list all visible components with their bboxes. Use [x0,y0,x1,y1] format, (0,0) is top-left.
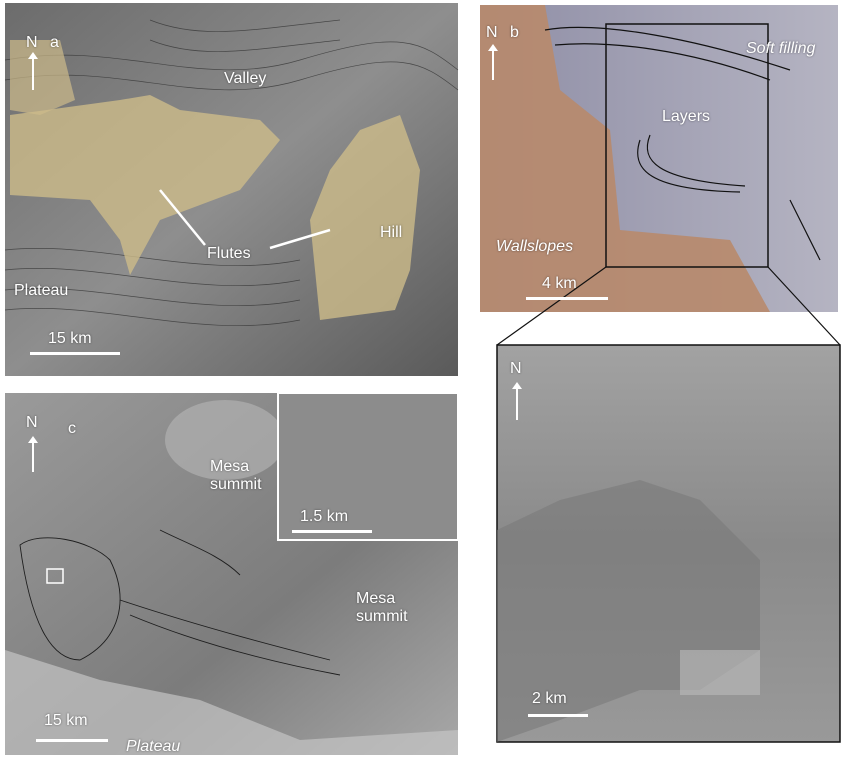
flute-area [10,40,75,115]
scale-bar [36,739,108,742]
scale-label: 4 km [542,275,577,292]
north-arrow [512,382,522,420]
inset-marker [46,568,64,584]
region-label: Plateau [14,282,69,299]
outline-traces [19,529,341,676]
layer-traces [544,26,821,261]
north-label: N [26,414,38,431]
region-label: Flutes [207,245,251,262]
scale-bar [528,714,588,717]
wallslopes-area [480,5,770,312]
zoom-line [767,266,841,346]
panel-letter: b [510,24,519,41]
region-label: Plateau [126,738,181,755]
north-arrow [488,44,498,80]
region-label: Valley [224,70,267,87]
zoom-box [605,23,769,268]
scale-bar [30,352,120,355]
arrow [269,228,331,250]
relief [680,650,760,695]
flute-area [10,95,280,275]
inset-scale-label: 1.5 km [300,508,349,525]
contours [4,19,459,327]
region-label: Soft filling [746,40,816,57]
panel-letter: a [50,34,59,51]
region-label: Mesa summit [210,458,262,493]
zoom-line [496,266,607,346]
north-label: N [486,24,498,41]
scale-label: 15 km [44,712,88,729]
north-arrow [28,52,38,90]
region-label: Wallslopes [496,238,574,255]
north-label: N [26,34,38,51]
north-label: N [510,360,522,377]
inset-image [277,392,459,541]
panel-letter: c [68,420,76,437]
inset-scale-bar [292,530,372,533]
arrow [159,189,206,246]
region-label: Layers [662,108,711,125]
hill-area [310,115,420,320]
scale-label: 15 km [48,330,92,347]
relief [165,400,285,480]
region-label: Hill [380,224,403,241]
north-arrow [28,436,38,472]
region-label: Mesa summit [356,590,408,625]
relief [5,650,458,755]
scale-bar [526,297,608,300]
scale-label: 2 km [532,690,567,707]
